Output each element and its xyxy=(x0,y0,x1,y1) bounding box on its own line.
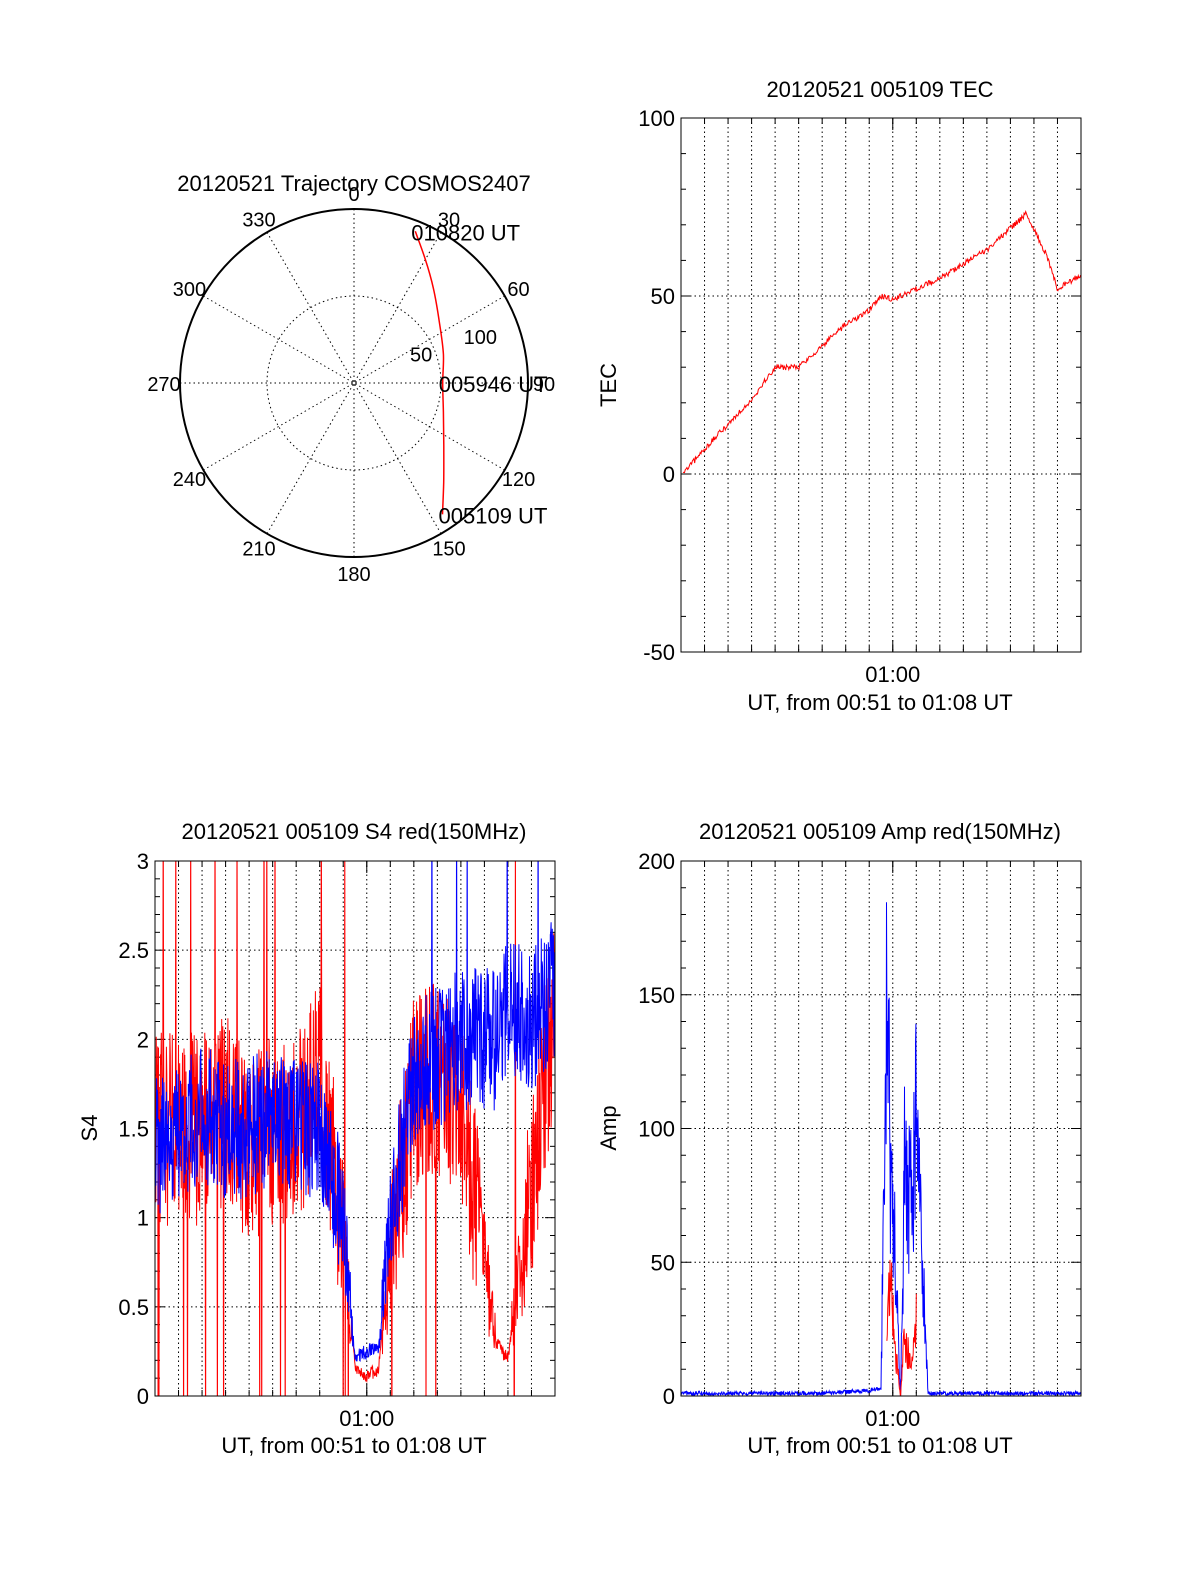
s4-y-tick-label: 2.5 xyxy=(118,938,149,963)
amp-y-tick-label: 0 xyxy=(663,1384,675,1409)
s4-chart: 20120521 005109 S4 red(150MHz) S4 UT, fr… xyxy=(77,819,556,1458)
s4-series-0-line xyxy=(155,861,555,1396)
polar-angle-ticks: 0 30 60 90 120 150 180 210 240 270 300 330 xyxy=(147,184,555,586)
polar-angle-tick-label: 300 xyxy=(173,279,206,301)
tec-plot-frame xyxy=(680,117,1082,653)
tec-y-tick-label: 0 xyxy=(663,462,675,487)
s4-plot-frame xyxy=(154,860,556,1397)
s4-y-tick-label: 1 xyxy=(137,1206,149,1231)
amp-chart: 20120521 005109 Amp red(150MHz) Amp UT, … xyxy=(596,819,1082,1458)
polar-annotations: 010820 UT 005946 UT 005109 UT xyxy=(411,220,547,528)
amp-grid: 0 50 100 150 200 01:00 xyxy=(638,849,1081,1431)
polar-radial-tick-label: 100 xyxy=(464,327,497,349)
amp-chart-title: 20120521 005109 Amp red(150MHz) xyxy=(699,819,1061,844)
amp-series-1-line xyxy=(886,1259,917,1396)
polar-chart-title: 20120521 Trajectory COSMOS2407 xyxy=(177,171,530,196)
amp-x-axis-label: UT, from 00:51 to 01:08 UT xyxy=(747,1433,1012,1458)
polar-annotation-label: 010820 UT xyxy=(411,220,520,245)
s4-x-axis-label: UT, from 00:51 to 01:08 UT xyxy=(221,1433,486,1458)
s4-y-axis-label: S4 xyxy=(77,1115,102,1142)
polar-radial-tick-label: 50 xyxy=(410,345,432,367)
s4-y-tick-label: 3 xyxy=(137,849,149,874)
polar-annotation-label: 005946 UT xyxy=(439,372,548,397)
amp-y-axis-label: Amp xyxy=(596,1105,621,1150)
tec-chart: 20120521 005109 TEC TEC UT, from 00:51 t… xyxy=(596,77,1082,715)
tec-series-group xyxy=(682,209,1081,474)
tec-series-0-line xyxy=(682,209,1081,474)
polar-angle-tick-label: 330 xyxy=(242,209,275,231)
amp-series-0-line xyxy=(681,902,1081,1396)
s4-y-tick-label: 0 xyxy=(137,1384,149,1409)
amp-y-tick-label: 50 xyxy=(651,1250,675,1275)
tec-y-axis-label: TEC xyxy=(596,363,621,407)
polar-trajectory-line xyxy=(414,231,445,515)
s4-x-tick-label: 01:00 xyxy=(339,1406,394,1431)
polar-angle-tick-label: 90 xyxy=(533,374,555,396)
s4-y-tick-label: 1.5 xyxy=(118,1117,149,1142)
polar-angle-tick-label: 0 xyxy=(348,184,359,206)
tec-y-tick-label: -50 xyxy=(643,640,675,665)
polar-angle-tick-label: 120 xyxy=(502,469,535,491)
amp-plot-frame xyxy=(680,860,1082,1397)
tec-y-tick-label: 50 xyxy=(651,284,675,309)
polar-trajectory-chart: 20120521 Trajectory COSMOS2407 0 30 60 90 12… xyxy=(147,171,555,586)
polar-angle-tick-label: 210 xyxy=(242,539,275,561)
s4-grid: 0 0.5 1 1.5 2 2.5 3 01:00 xyxy=(118,849,555,1431)
polar-radial-ticks: 50 100 xyxy=(410,327,497,366)
amp-y-tick-label: 200 xyxy=(638,849,675,874)
polar-angle-tick-label: 30 xyxy=(438,209,460,231)
polar-annotation-label: 005109 UT xyxy=(439,503,548,528)
s4-y-tick-label: 2 xyxy=(137,1027,149,1052)
tec-x-axis-label: UT, from 00:51 to 01:08 UT xyxy=(747,690,1012,715)
amp-y-tick-label: 150 xyxy=(638,983,675,1008)
s4-y-tick-label: 0.5 xyxy=(118,1295,149,1320)
polar-angle-tick-label: 150 xyxy=(432,539,465,561)
polar-angle-tick-label: 180 xyxy=(337,564,370,586)
polar-angle-tick-label: 270 xyxy=(147,374,180,396)
s4-series-1-line xyxy=(155,861,555,1362)
polar-grid xyxy=(179,208,529,558)
amp-y-tick-label: 100 xyxy=(638,1117,675,1142)
amp-series-group xyxy=(681,902,1081,1396)
polar-angle-tick-label: 60 xyxy=(507,279,529,301)
tec-chart-title: 20120521 005109 TEC xyxy=(766,77,993,102)
polar-angle-tick-label: 240 xyxy=(173,469,206,491)
polar-trajectory-series xyxy=(414,231,445,515)
amp-x-tick-label: 01:00 xyxy=(865,1406,920,1431)
tec-x-tick-label: 01:00 xyxy=(865,662,920,687)
tec-y-tick-label: 100 xyxy=(638,106,675,131)
s4-series-group xyxy=(155,861,555,1396)
s4-chart-title: 20120521 005109 S4 red(150MHz) xyxy=(182,819,527,844)
